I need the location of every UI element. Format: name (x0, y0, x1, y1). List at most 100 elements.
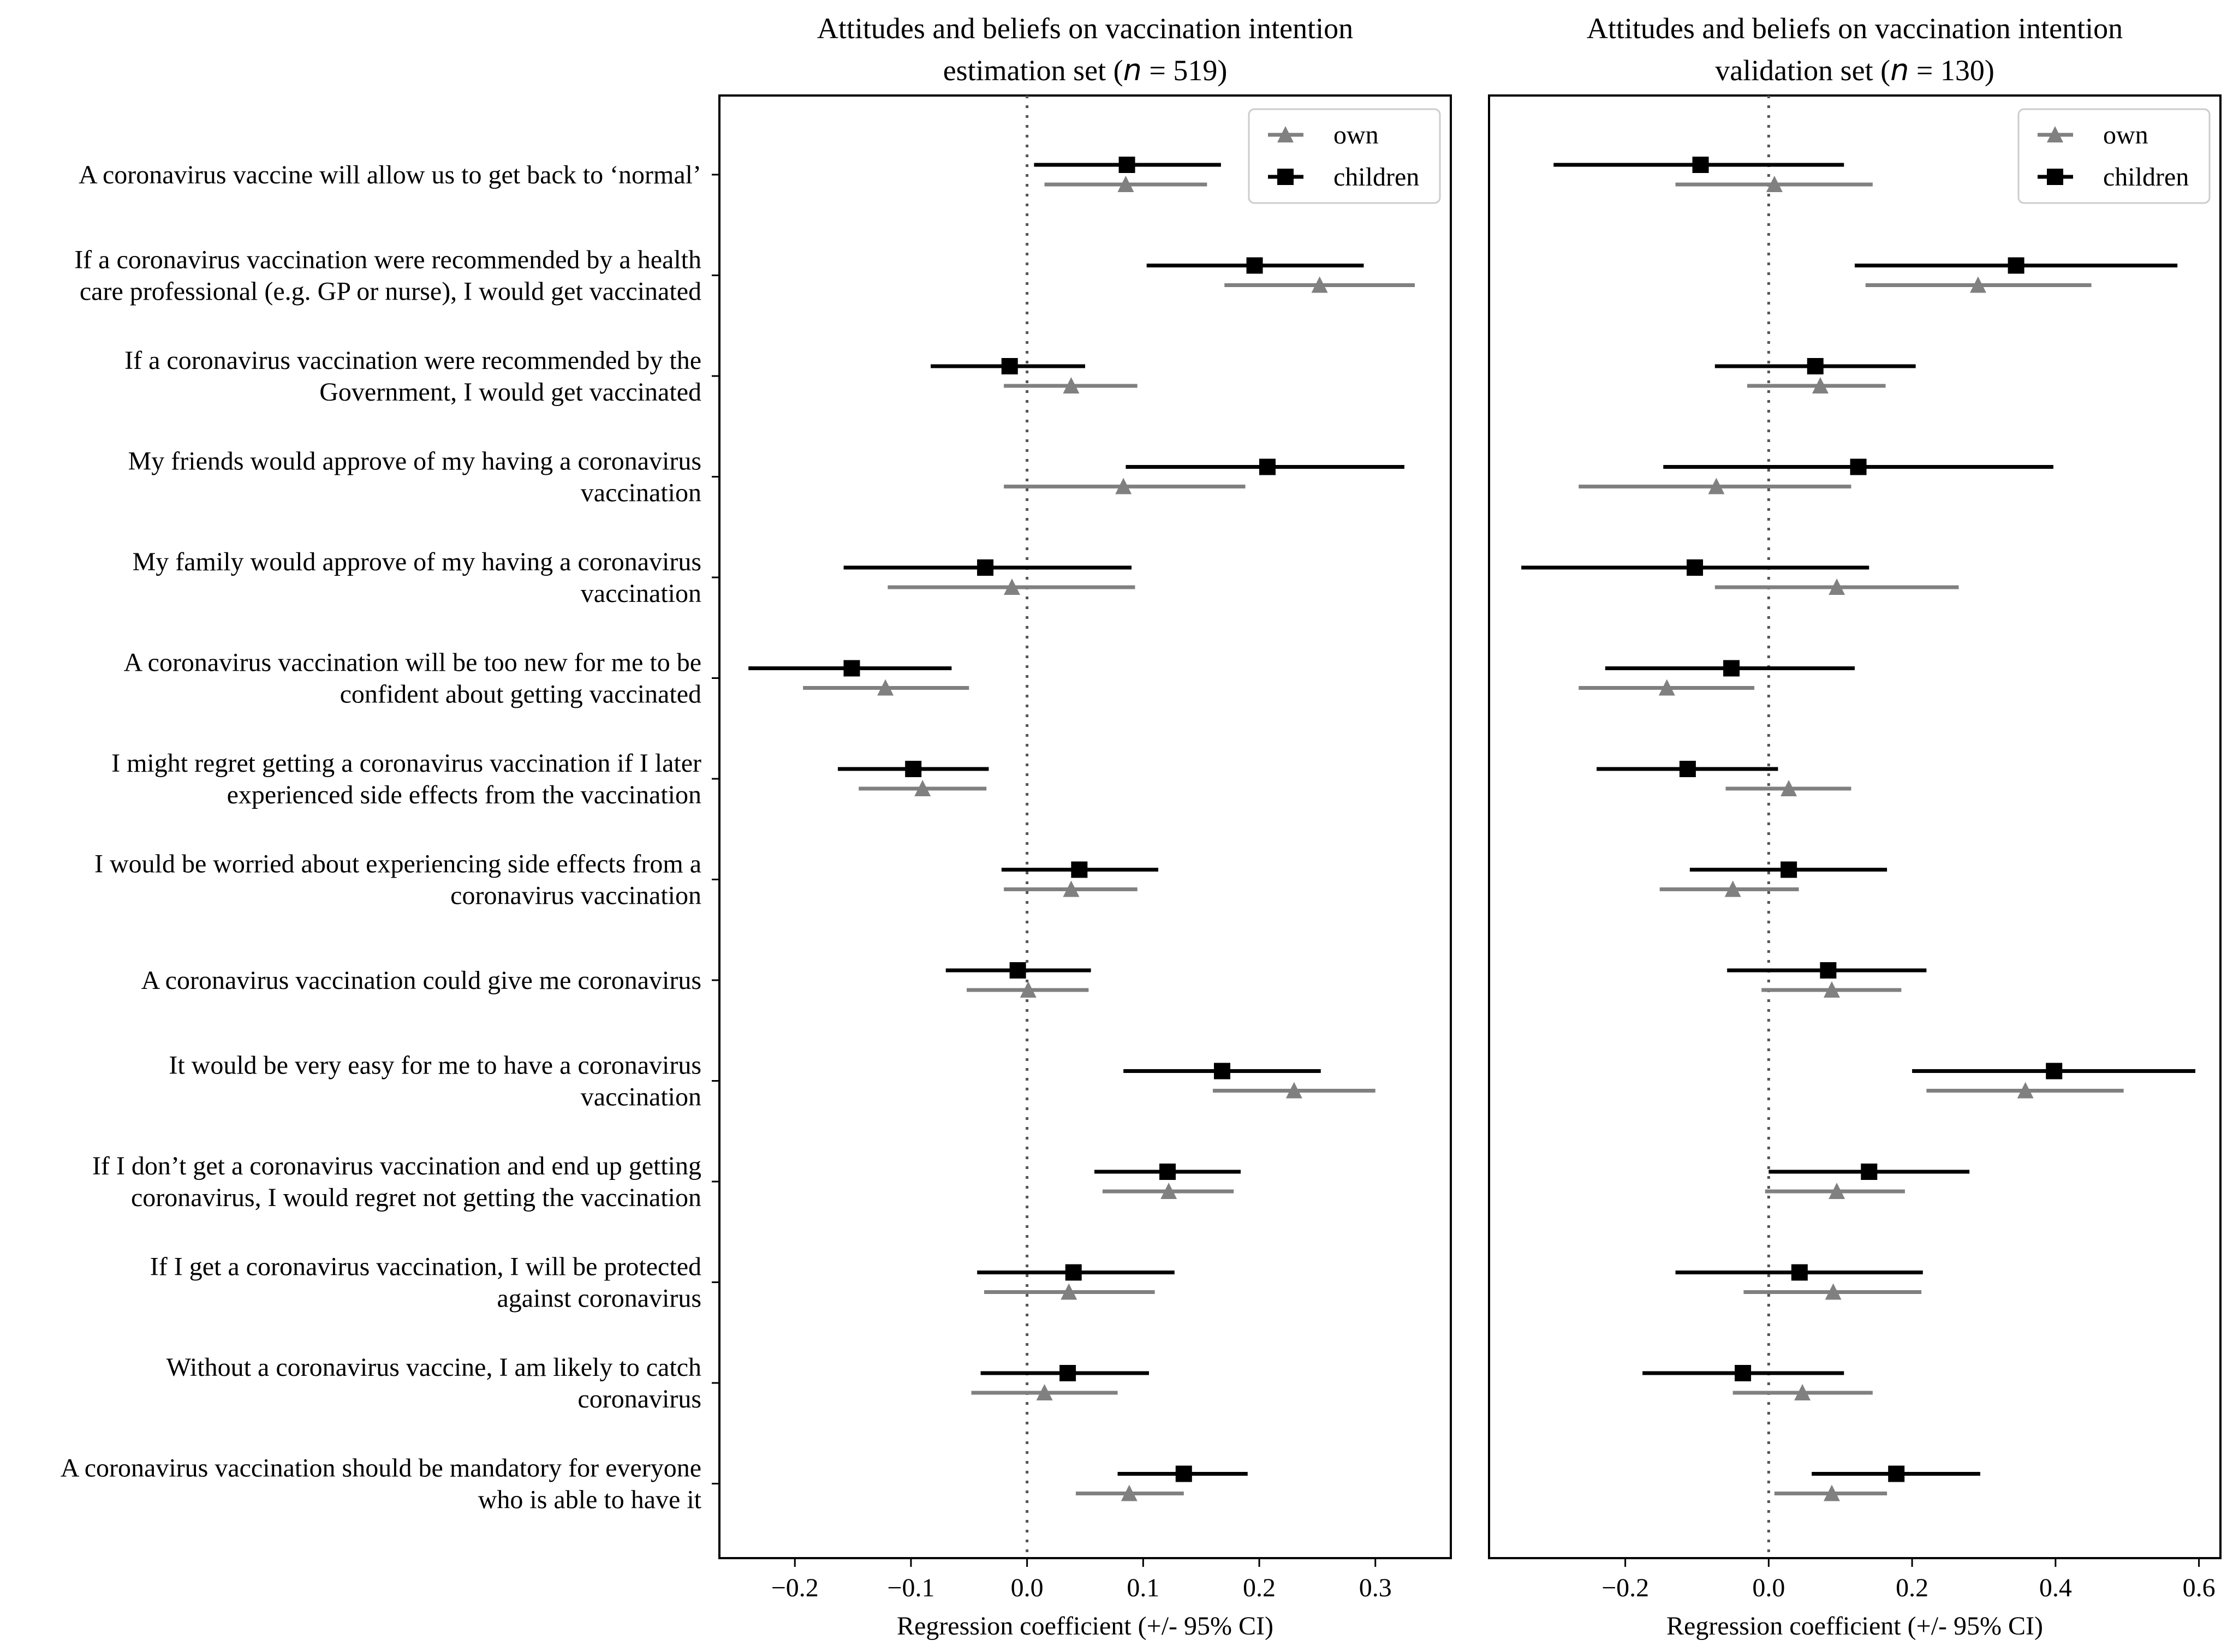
point-own (1004, 579, 1020, 595)
item-label: My family would approve of my having a c… (133, 547, 701, 576)
point-children (1246, 257, 1263, 274)
item-label: vaccination (581, 479, 701, 508)
item-label: My friends would approve of my having a … (128, 447, 701, 476)
legend-marker-children (1277, 169, 1294, 185)
x-tick-label: 0.0 (1011, 1573, 1044, 1602)
point-own (1285, 1082, 1302, 1099)
item-label: experienced side effects from the vaccin… (227, 780, 701, 809)
legend-box (2017, 108, 2211, 204)
point-children (1059, 1365, 1076, 1381)
point-children (1175, 1465, 1192, 1482)
point-own (1829, 1183, 1845, 1199)
point-children (1820, 962, 1837, 979)
point-own (1311, 276, 1328, 293)
item-label: vaccination (581, 1083, 701, 1112)
point-children (1159, 1164, 1176, 1180)
point-own (877, 679, 894, 696)
point-own (1658, 679, 1675, 696)
item-labels: A coronavirus vaccine will allow us to g… (61, 160, 702, 1514)
point-own (914, 780, 931, 796)
point-children (1065, 1264, 1082, 1281)
point-own (1812, 377, 1829, 393)
item-label: I might regret getting a coronavirus vac… (111, 749, 701, 778)
point-children (1692, 157, 1709, 173)
point-own (1794, 1384, 1811, 1400)
x-tick-label: 0.6 (2183, 1573, 2216, 1602)
x-tick-label: 0.3 (1359, 1573, 1392, 1602)
item-label: If a coronavirus vaccination were recomm… (124, 346, 701, 375)
point-children (1009, 962, 1026, 979)
point-own (1829, 579, 1845, 595)
x-axis-label: Regression coefficient (+/- 95% CI) (897, 1612, 1273, 1641)
point-children (1213, 1063, 1230, 1080)
point-own (1823, 981, 1840, 998)
x-tick-label: 0.2 (1243, 1573, 1276, 1602)
point-children (1118, 157, 1135, 173)
item-label: If I don’t get a coronavirus vaccination… (92, 1152, 701, 1180)
point-children (1687, 559, 1704, 576)
point-children (1723, 660, 1740, 677)
item-label: A coronavirus vaccination could give me … (141, 966, 701, 995)
point-children (2008, 257, 2024, 274)
point-own (1117, 176, 1134, 192)
panel-1: Attitudes and beliefs on vaccination int… (712, 12, 1452, 1641)
legend-label-children: children (2103, 163, 2189, 192)
point-own (1823, 1484, 1840, 1501)
item-label: It would be very easy for me to have a c… (169, 1051, 701, 1080)
item-label: A coronavirus vaccine will allow us to g… (79, 160, 701, 189)
legend-label-own: own (1333, 121, 1379, 150)
legend-marker-own (2047, 126, 2063, 142)
point-children (1850, 458, 1867, 475)
point-own (1061, 1283, 1077, 1300)
x-tick-label: 0.1 (1127, 1573, 1159, 1602)
point-own (1063, 377, 1080, 393)
point-own (1708, 478, 1725, 494)
item-label: A coronavirus vaccination should be mand… (61, 1454, 701, 1483)
legend: own children (2017, 108, 2211, 204)
item-label: Government, I would get vaccinated (319, 378, 701, 407)
series-own (1579, 176, 2124, 1501)
point-children (1791, 1264, 1808, 1281)
point-children (1679, 761, 1696, 777)
x-tick-label: −0.2 (771, 1573, 819, 1602)
point-own (1766, 176, 1783, 192)
item-label: I would be worried about experiencing si… (94, 850, 701, 879)
point-own (1036, 1384, 1053, 1400)
item-label: If I get a coronavirus vaccination, I wi… (150, 1253, 701, 1281)
x-tick-label: 0.2 (1896, 1573, 1928, 1602)
point-own (1969, 276, 1986, 293)
series-own (803, 176, 1415, 1501)
x-axis-label: Regression coefficient (+/- 95% CI) (1666, 1612, 2043, 1641)
item-label: A coronavirus vaccination will be too ne… (124, 648, 701, 677)
point-own (1115, 478, 1132, 494)
point-own (1160, 1183, 1177, 1199)
point-children (2046, 1063, 2063, 1080)
legend-box (1248, 108, 1441, 204)
point-own (1724, 880, 1741, 897)
point-children (1888, 1465, 1905, 1482)
legend-label-own: own (2103, 121, 2148, 150)
item-label: against coronavirus (497, 1284, 701, 1313)
series-children (1521, 157, 2196, 1482)
series-children (748, 157, 1404, 1482)
item-label: who is able to have it (478, 1486, 702, 1514)
item-label: coronavirus, I would regret not getting … (131, 1183, 701, 1212)
x-tick-label: −0.2 (1601, 1573, 1649, 1602)
point-own (1781, 780, 1797, 796)
legend: own children (1248, 108, 1441, 204)
panel-title: Attitudes and beliefs on vaccination int… (1587, 12, 2123, 45)
point-children (1259, 458, 1276, 475)
point-children (1807, 358, 1824, 374)
point-own (1121, 1484, 1138, 1501)
point-own (1063, 880, 1080, 897)
point-own (1825, 1283, 1842, 1300)
panel-title: Attitudes and beliefs on vaccination int… (817, 12, 1353, 45)
item-label: vaccination (581, 579, 701, 608)
x-tick-label: −0.1 (887, 1573, 934, 1602)
item-label: coronavirus (577, 1385, 701, 1414)
point-children (1861, 1164, 1878, 1180)
point-children (1781, 861, 1797, 878)
item-label: care professional (e.g. GP or nurse), I … (80, 277, 701, 306)
